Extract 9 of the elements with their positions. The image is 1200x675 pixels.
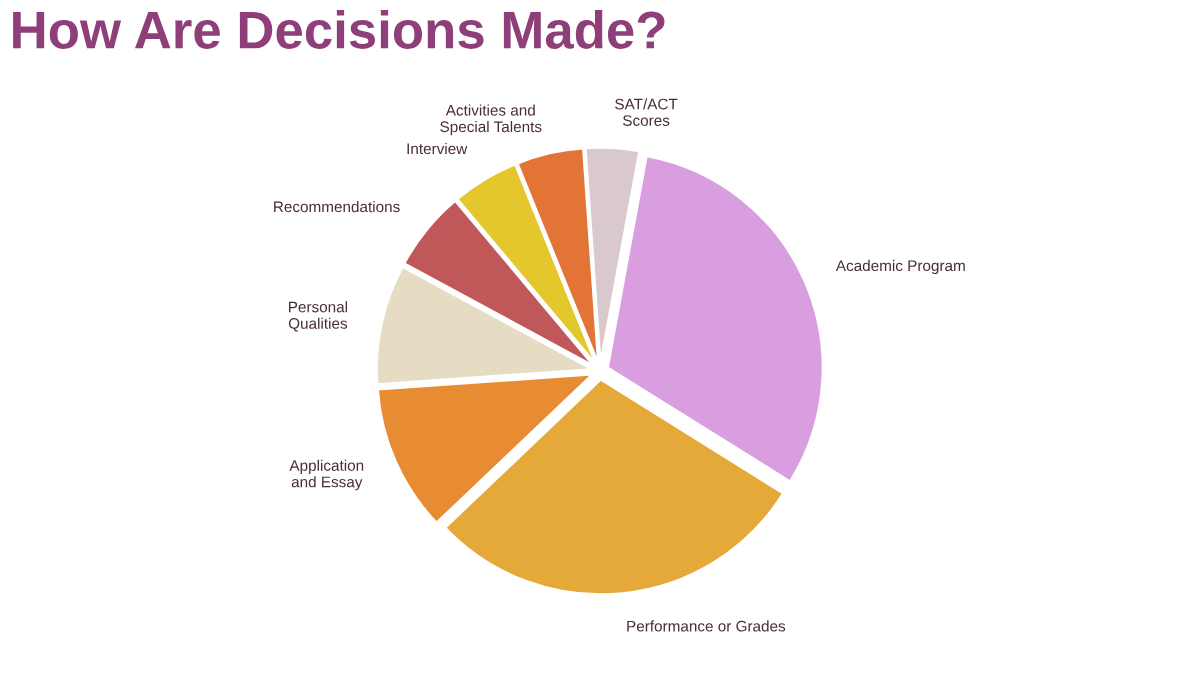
slice-label: Activities and Special Talents	[440, 104, 542, 136]
chart-title: How Are Decisions Made?	[13, 10, 665, 49]
slice-label: Application and Essay	[289, 459, 364, 491]
slice-label: SAT/ACT Scores	[615, 98, 678, 126]
slice-label: Recommendations	[274, 200, 400, 213]
slice-label: Performance or Grades	[627, 620, 786, 632]
slice-label: Academic Program	[835, 259, 965, 275]
slice-label: Interview	[407, 142, 468, 155]
slice-label: Personal Qualities	[288, 301, 348, 332]
